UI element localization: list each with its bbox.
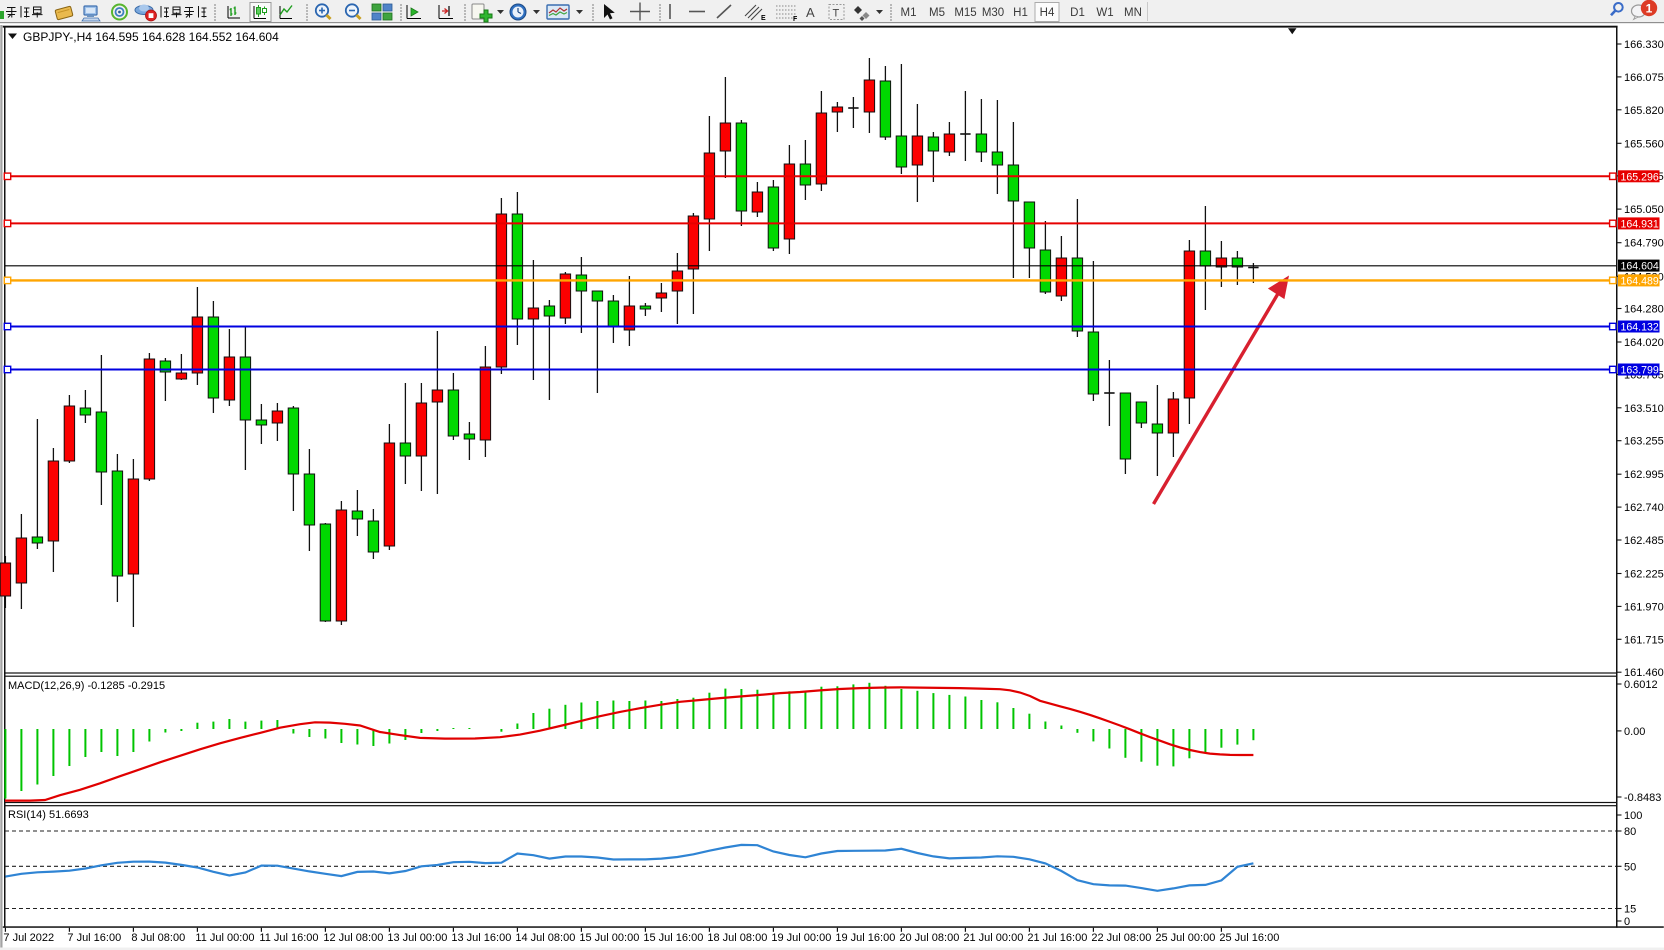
- svg-text:164.132: 164.132: [1621, 322, 1659, 334]
- svg-text:14 Jul 08:00: 14 Jul 08:00: [515, 932, 575, 944]
- svg-text:-0.8483: -0.8483: [1624, 792, 1661, 804]
- svg-text:RSI(14) 51.6693: RSI(14) 51.6693: [8, 809, 89, 821]
- svg-text:18 Jul 08:00: 18 Jul 08:00: [707, 932, 767, 944]
- svg-text:50: 50: [1624, 861, 1636, 873]
- svg-text:15 Jul 16:00: 15 Jul 16:00: [643, 932, 703, 944]
- svg-text:11 Jul 00:00: 11 Jul 00:00: [195, 932, 254, 944]
- svg-text:161.715: 161.715: [1624, 634, 1664, 646]
- svg-text:25 Jul 00:00: 25 Jul 00:00: [1155, 932, 1215, 944]
- svg-text:21 Jul 00:00: 21 Jul 00:00: [963, 932, 1023, 944]
- svg-text:165.296: 165.296: [1621, 171, 1659, 183]
- svg-text:164.604: 164.604: [1621, 261, 1659, 273]
- svg-text:165.820: 165.820: [1624, 105, 1664, 117]
- svg-text:0: 0: [1624, 916, 1630, 928]
- svg-text:W1: W1: [1096, 7, 1113, 19]
- svg-text:7 Jul 2022: 7 Jul 2022: [3, 932, 54, 944]
- svg-text:20 Jul 08:00: 20 Jul 08:00: [899, 932, 959, 944]
- svg-text:MN: MN: [1124, 7, 1142, 19]
- svg-text:163.510: 163.510: [1624, 403, 1664, 415]
- svg-text:162.995: 162.995: [1624, 469, 1664, 481]
- svg-text:22 Jul 08:00: 22 Jul 08:00: [1091, 932, 1151, 944]
- svg-text:M1: M1: [901, 7, 917, 19]
- svg-text:166.075: 166.075: [1624, 72, 1664, 84]
- svg-text:15: 15: [1624, 904, 1636, 916]
- svg-text:164.489: 164.489: [1621, 275, 1659, 287]
- svg-text:D1: D1: [1070, 7, 1085, 19]
- svg-text:H4: H4: [1040, 7, 1055, 19]
- svg-text:166.330: 166.330: [1624, 39, 1664, 51]
- svg-text:T: T: [833, 8, 840, 20]
- svg-text:25 Jul 16:00: 25 Jul 16:00: [1219, 932, 1279, 944]
- svg-text:M15: M15: [954, 7, 976, 19]
- svg-text:12 Jul 08:00: 12 Jul 08:00: [323, 932, 383, 944]
- svg-text:H1: H1: [1013, 7, 1028, 19]
- svg-text:MACD(12,26,9) -0.1285 -0.2915: MACD(12,26,9) -0.1285 -0.2915: [8, 680, 165, 692]
- svg-text:19 Jul 00:00: 19 Jul 00:00: [771, 932, 831, 944]
- svg-text:163.799: 163.799: [1621, 365, 1659, 377]
- svg-text:11 Jul 16:00: 11 Jul 16:00: [259, 932, 318, 944]
- svg-text:8 Jul 08:00: 8 Jul 08:00: [131, 932, 185, 944]
- svg-text:GBPJPY-,H4 164.595 164.628 16: GBPJPY-,H4 164.595 164.628 164.552 164.6…: [23, 30, 279, 44]
- svg-text:E: E: [761, 15, 766, 22]
- svg-text:80: 80: [1624, 826, 1636, 838]
- svg-text:0.00: 0.00: [1624, 726, 1645, 738]
- svg-text:162.225: 162.225: [1624, 569, 1664, 581]
- svg-text:161.460: 161.460: [1624, 667, 1664, 679]
- svg-text:100: 100: [1624, 810, 1642, 822]
- svg-text:165.560: 165.560: [1624, 138, 1664, 150]
- svg-text:1: 1: [1646, 1, 1653, 15]
- svg-text:13 Jul 16:00: 13 Jul 16:00: [451, 932, 511, 944]
- svg-text:7 Jul 16:00: 7 Jul 16:00: [67, 932, 121, 944]
- svg-text:21 Jul 16:00: 21 Jul 16:00: [1027, 932, 1087, 944]
- svg-text:165.050: 165.050: [1624, 204, 1664, 216]
- svg-text:162.740: 162.740: [1624, 502, 1664, 514]
- svg-text:161.970: 161.970: [1624, 601, 1664, 613]
- svg-text:A: A: [806, 5, 815, 20]
- svg-text:19 Jul 16:00: 19 Jul 16:00: [835, 932, 895, 944]
- svg-text:163.255: 163.255: [1624, 436, 1664, 448]
- svg-text:164.280: 164.280: [1624, 304, 1664, 316]
- svg-text:0.6012: 0.6012: [1624, 679, 1658, 691]
- svg-text:13 Jul 00:00: 13 Jul 00:00: [387, 932, 447, 944]
- svg-text:15 Jul 00:00: 15 Jul 00:00: [579, 932, 639, 944]
- svg-text:164.790: 164.790: [1624, 238, 1664, 250]
- svg-text:164.931: 164.931: [1621, 218, 1659, 230]
- svg-text:164.020: 164.020: [1624, 337, 1664, 349]
- svg-text:M5: M5: [929, 7, 945, 19]
- svg-text:F: F: [793, 16, 798, 23]
- svg-text:M30: M30: [982, 7, 1004, 19]
- svg-text:162.485: 162.485: [1624, 535, 1664, 547]
